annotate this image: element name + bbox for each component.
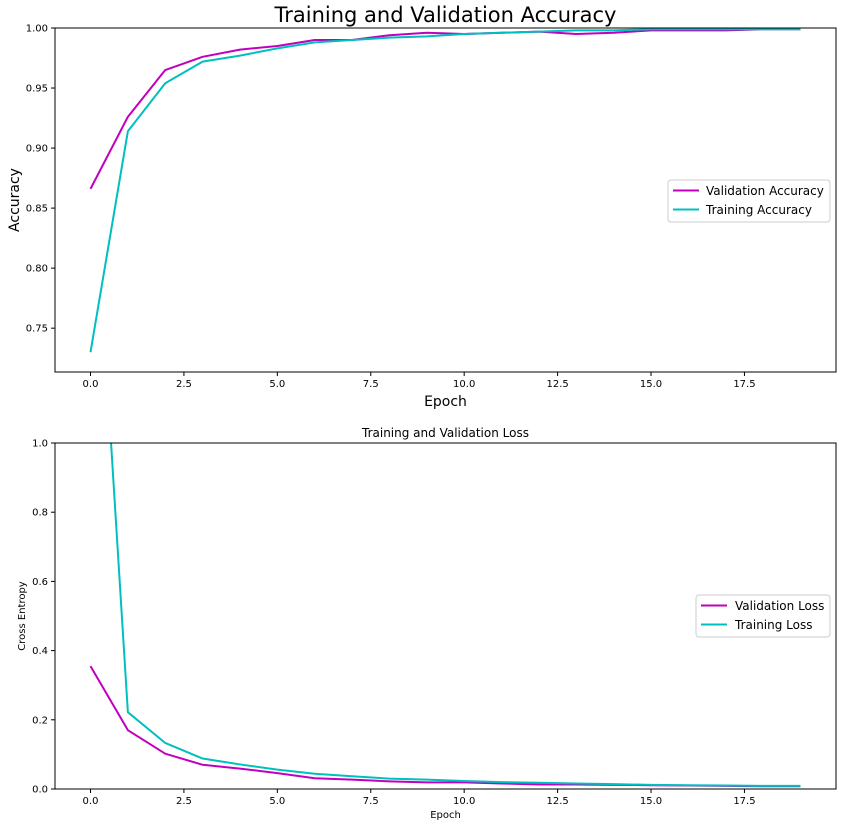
accuracy-series-lines xyxy=(89,28,801,353)
accuracy-x-tick-label: 10.0 xyxy=(453,379,475,390)
loss-x-tick-label: 7.5 xyxy=(363,796,379,807)
accuracy-plot-area: 0.0 2.5 5.0 7.5 10.0 12.5 15.0 17.5 0.75 0.80 0.8… xyxy=(26,24,837,390)
loss-x-tick-label: 2.5 xyxy=(176,796,192,807)
accuracy-y-tick-label: 0.85 xyxy=(26,204,48,215)
loss-y-tick-label: 0.0 xyxy=(32,785,48,796)
accuracy-legend-validation-label: Validation Accuracy xyxy=(706,184,824,198)
loss-plot-area: 0.0 2.5 5.0 7.5 10.0 12.5 15.0 17.5 0.00.20.40.… xyxy=(32,439,837,807)
accuracy-validation-line xyxy=(89,28,801,190)
accuracy-y-tick-label: 1.00 xyxy=(26,24,48,35)
loss-x-tick-label: 5.0 xyxy=(269,796,285,807)
accuracy-x-tick-label: 5.0 xyxy=(269,379,285,390)
loss-y-tick-label: 0.2 xyxy=(32,715,48,726)
loss-x-tick-label: 12.5 xyxy=(546,796,568,807)
accuracy-legend-box xyxy=(667,179,831,223)
accuracy-x-tick-label: 7.5 xyxy=(363,379,379,390)
accuracy-x-tick-label: 17.5 xyxy=(733,379,755,390)
accuracy-chart: Training and Validation Accuracy 0.0 2.5 5… xyxy=(7,3,837,410)
loss-x-tick-label: 15.0 xyxy=(640,796,662,807)
loss-y-tick-label: 0.8 xyxy=(32,508,48,519)
accuracy-x-tick-label: 12.5 xyxy=(546,379,568,390)
loss-series-lines xyxy=(89,443,801,788)
loss-legend-box xyxy=(695,594,831,638)
loss-y-tick-label: 1.0 xyxy=(32,439,48,450)
loss-x-tick-label: 17.5 xyxy=(733,796,755,807)
loss-chart-title: Training and Validation Loss xyxy=(361,426,529,440)
loss-y-ticks: 0.0 0.2 0.4 0.6 0.8 1.0 xyxy=(32,439,55,796)
accuracy-x-tick-label: 15.0 xyxy=(640,379,662,390)
loss-y-tick-label: 0.6 xyxy=(32,577,48,588)
loss-x-axis-label: Epoch xyxy=(430,810,461,821)
accuracy-x-axis-label: Epoch xyxy=(424,394,467,410)
accuracy-axes-frame xyxy=(54,27,837,373)
accuracy-y-tick-label: 0.95 xyxy=(26,84,48,95)
loss-y-tick-label: 0.4 xyxy=(32,646,48,657)
accuracy-x-tick-label: 2.5 xyxy=(176,379,192,390)
accuracy-legend-training-label: Training Accuracy xyxy=(705,203,812,217)
accuracy-chart-title: Training and Validation Accuracy xyxy=(274,3,617,27)
loss-chart: Training and Validation Loss 0.0 2.5 5.0 7.… xyxy=(17,426,837,821)
loss-validation-line xyxy=(89,665,801,788)
accuracy-y-tick-label: 0.75 xyxy=(26,324,48,335)
loss-legend-validation-label: Validation Loss xyxy=(735,599,824,613)
loss-legend: Validation Loss Training Loss xyxy=(695,594,831,638)
accuracy-legend: Validation Accuracy Training Accuracy xyxy=(667,179,831,223)
loss-axes-frame xyxy=(54,442,837,790)
accuracy-y-tick-label: 0.90 xyxy=(26,144,48,155)
loss-x-ticks: 0.0 2.5 5.0 7.5 10.0 12.5 15.0 17.5 xyxy=(83,789,756,807)
accuracy-x-ticks: 0.0 2.5 5.0 7.5 10.0 12.5 15.0 17.5 xyxy=(83,372,756,390)
accuracy-training-line xyxy=(89,28,801,353)
loss-y-axis-label: Cross Entropy xyxy=(17,581,28,651)
loss-legend-training-label: Training Loss xyxy=(734,618,812,632)
loss-x-tick-label: 10.0 xyxy=(453,796,475,807)
accuracy-y-tick-label: 0.80 xyxy=(26,264,48,275)
loss-training-line xyxy=(110,443,801,787)
loss-x-tick-label: 0.0 xyxy=(83,796,99,807)
accuracy-x-tick-label: 0.0 xyxy=(83,379,99,390)
accuracy-y-axis-label: Accuracy xyxy=(7,168,23,232)
accuracy-y-ticks: 0.75 0.80 0.85 0.90 0.95 1.00 xyxy=(26,24,55,335)
